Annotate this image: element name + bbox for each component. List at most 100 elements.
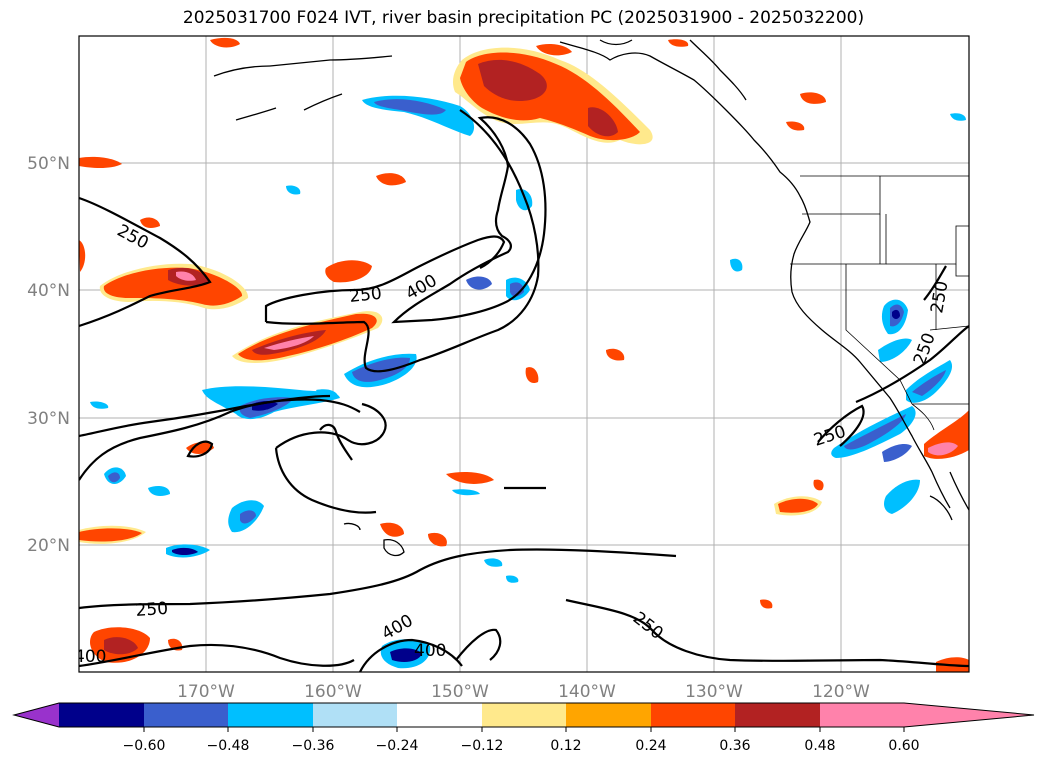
precip-patch <box>390 648 422 662</box>
colorbar-tick-label: 0.60 <box>888 738 919 754</box>
ivt-contour-250 <box>79 196 212 328</box>
colorbar-tick-label: 0.24 <box>635 738 666 754</box>
ivt-contour-250 <box>79 394 331 438</box>
baja-coast <box>929 495 953 521</box>
lat-label-30n: 30°N <box>27 409 70 429</box>
colorbar-tick-label: −0.12 <box>461 738 504 754</box>
ivt-contour-400 <box>391 116 547 324</box>
precip-patch <box>668 39 689 47</box>
ivt-contour-400 <box>359 638 463 672</box>
coastlines <box>213 39 969 557</box>
contour-label: 250 <box>348 284 382 307</box>
precip-patch <box>884 479 920 514</box>
colorbar-tick-label: −0.24 <box>376 738 419 754</box>
latitude-labels: 50°N 40°N 30°N 20°N <box>27 154 70 556</box>
colorbar-tick-labels: −0.60 −0.48 −0.36 −0.24 −0.12 0.12 0.24 … <box>123 738 920 754</box>
precip-patch <box>376 173 406 186</box>
ivt-contour-250 <box>275 402 387 449</box>
precip-patch <box>484 558 503 567</box>
precip-patch <box>264 336 314 350</box>
precip-patch <box>210 37 240 48</box>
ivt-contour-400 <box>79 643 355 668</box>
precip-patch <box>352 357 410 382</box>
precip-patch <box>452 489 480 496</box>
ivt-contour-250 <box>186 440 214 458</box>
colorbar-segment <box>228 703 313 727</box>
precip-patch <box>950 113 966 121</box>
ivt-contour-250 <box>274 447 377 514</box>
precip-patch <box>525 367 539 384</box>
contour-label: 250 <box>135 599 169 621</box>
ivt-contour-250 <box>817 404 865 447</box>
colorbar-low-extend-arrow <box>14 703 59 727</box>
lon-label-170w: 170°W <box>177 682 235 702</box>
political-borders <box>790 175 969 431</box>
colorbar-tick-label: 0.48 <box>804 738 835 754</box>
contour-label: 400 <box>414 641 446 661</box>
state-border <box>929 325 969 331</box>
colorbar-segment <box>651 703 735 727</box>
lat-label-20n: 20°N <box>27 536 70 556</box>
precip-patch <box>79 240 86 272</box>
precip-patch <box>778 498 818 513</box>
precip-patch <box>90 401 109 409</box>
precip-patch <box>588 107 618 137</box>
state-border <box>886 225 969 265</box>
hawaii-island <box>383 538 405 557</box>
precip-patch <box>606 348 625 361</box>
colorbar-segment <box>820 703 904 727</box>
ivt-contour-250 <box>923 265 947 301</box>
precip-patch <box>148 486 170 496</box>
precip-patch <box>786 121 805 131</box>
colorbar-tick-marks <box>143 727 905 732</box>
map-frame <box>78 35 970 673</box>
figure-title: 2025031700 F024 IVT, river basin precipi… <box>182 8 865 28</box>
precip-patch <box>510 282 524 297</box>
colorbar-segment <box>144 703 228 727</box>
colorbar-segment <box>482 703 566 727</box>
aleutian-islands <box>269 55 393 67</box>
ivt-contour-250 <box>319 423 353 461</box>
colorbar-segment <box>313 703 397 727</box>
colorbar-high-extend-arrow <box>904 703 1034 727</box>
ivt-contour-250 <box>455 628 502 661</box>
precip-patch <box>892 309 900 319</box>
hawaii-island <box>343 522 361 531</box>
state-border <box>955 264 969 277</box>
colorbar-segment <box>397 703 482 727</box>
ivt-contour-250 <box>855 325 969 404</box>
precip-patch <box>79 156 122 168</box>
lon-label-150w: 150°W <box>431 682 489 702</box>
lon-label-120w: 120°W <box>812 682 870 702</box>
state-border <box>845 264 913 405</box>
aleutian-islands <box>235 107 277 121</box>
precip-patch <box>446 472 494 484</box>
precip-patch <box>813 479 824 491</box>
aleutian-islands <box>213 65 271 77</box>
precip-patch <box>912 370 946 396</box>
coast-segment <box>689 39 747 101</box>
ivt-contour-250 <box>79 548 677 610</box>
lon-label-140w: 140°W <box>558 682 616 702</box>
precip-patch <box>104 637 138 655</box>
precip-patch <box>878 338 912 362</box>
contour-label: 400 <box>74 647 106 667</box>
precip-patch <box>928 442 958 456</box>
precip-patch <box>286 185 301 195</box>
aleutian-islands <box>303 93 343 111</box>
precip-patch <box>176 271 196 281</box>
colorbar-segment <box>566 703 651 727</box>
precip-patch <box>172 547 198 555</box>
lon-label-130w: 130°W <box>685 682 743 702</box>
map-background <box>79 36 969 672</box>
lon-label-160w: 160°W <box>304 682 362 702</box>
colorbar-segment <box>59 703 144 727</box>
mainland-mexico-coast <box>949 471 969 511</box>
colorbar-tick-label: 0.36 <box>719 738 750 754</box>
precip-patch <box>325 260 372 283</box>
colorbar-tick-label: −0.60 <box>123 738 166 754</box>
ivt-contour-250 <box>264 235 506 322</box>
state-border <box>911 403 935 431</box>
precip-patch <box>800 92 826 104</box>
precip-patch <box>844 414 906 450</box>
